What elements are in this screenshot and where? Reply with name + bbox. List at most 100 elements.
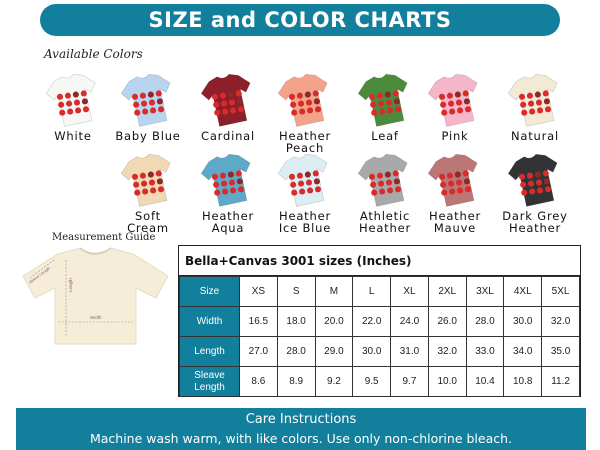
available-colors-label: Available Colors (44, 47, 143, 61)
color-label: Soft Cream (127, 209, 169, 235)
tshirt-icon (119, 70, 177, 128)
size-cell: S (276, 276, 316, 307)
color-swatch: Heather Peach (270, 70, 340, 154)
table-cell: 10.8 (503, 366, 543, 397)
table-cell: 32.0 (427, 336, 467, 367)
color-swatch: Cardinal (193, 70, 263, 142)
tshirt-icon (356, 150, 414, 208)
table-cell: 8.9 (276, 366, 316, 397)
size-cell: L (352, 276, 392, 307)
row-label: Width (179, 306, 240, 337)
size-grid: Size XS S M L XL 2XL 3XL 4XL 5XL Width 16.5 18.0 20.0… (179, 276, 580, 397)
page-title: SIZE and COLOR CHARTS (40, 4, 560, 36)
care-instructions: Care Instructions Machine wash warm, wit… (16, 408, 586, 450)
table-row: Length 27.0 28.0 29.0 30.0 31.0 32.0 33.0 34.0 35… (179, 336, 580, 367)
table-cell: 8.6 (239, 366, 278, 397)
color-swatch: Pink (420, 70, 490, 142)
table-cell: 9.7 (390, 366, 429, 397)
table-cell: 24.0 (390, 306, 429, 337)
table-cell: 9.2 (314, 366, 354, 397)
table-cell: 22.0 (352, 306, 392, 337)
color-label: Heather Peach (279, 129, 331, 155)
table-cell: 33.0 (465, 336, 505, 367)
table-row: Sleave Length 8.6 8.9 9.2 9.5 9.7 10.0 10.4 10.8… (179, 366, 580, 397)
color-swatch: Natural (500, 70, 570, 142)
size-cell: M (314, 276, 354, 307)
table-cell: 29.0 (314, 336, 354, 367)
color-swatch: Heather Mauve (420, 150, 490, 234)
color-label: Heather Aqua (202, 209, 254, 235)
strawberry-print-icon (288, 90, 322, 116)
strawberry-print-icon (56, 90, 90, 116)
table-cell: 27.0 (239, 336, 278, 367)
table-cell: 28.0 (276, 336, 316, 367)
tshirt-icon (199, 150, 257, 208)
color-swatch: Leaf (350, 70, 420, 142)
table-cell: 35.0 (541, 336, 580, 367)
strawberry-print-icon (131, 90, 165, 116)
tshirt-icon (426, 150, 484, 208)
strawberry-print-icon (438, 90, 472, 116)
width-label: Width (90, 315, 102, 320)
table-cell: 16.5 (239, 306, 278, 337)
color-swatch: Baby Blue (113, 70, 183, 142)
length-label: Length (68, 278, 73, 292)
table-cell: 31.0 (390, 336, 429, 367)
row-label: Length (179, 336, 240, 367)
table-cell: 10.0 (427, 366, 467, 397)
size-cell: XL (390, 276, 429, 307)
table-row: Width 16.5 18.0 20.0 22.0 24.0 26.0 28.0 30.0 32.… (179, 306, 580, 337)
color-label: Natural (510, 129, 560, 143)
strawberry-print-icon (368, 170, 402, 196)
table-cell: 30.0 (503, 306, 543, 337)
table-cell: 30.0 (352, 336, 392, 367)
strawberry-print-icon (211, 170, 245, 196)
size-cell: 4XL (503, 276, 543, 307)
tshirt-icon (44, 70, 102, 128)
color-label: Heather Mauve (429, 209, 481, 235)
size-table: Bella+Canvas 3001 sizes (Inches) Size XS S… (178, 245, 581, 397)
size-table-title: Bella+Canvas 3001 sizes (Inches) (179, 246, 580, 276)
color-swatch: Heather Ice Blue (270, 150, 340, 234)
measurement-shirt-illustration: Length Width Sleeve Length (22, 247, 169, 345)
color-swatch: White (38, 70, 108, 142)
tshirt-icon (506, 150, 564, 208)
size-cell: 3XL (465, 276, 505, 307)
color-label: Dark Grey Heather (502, 209, 568, 235)
tshirt-icon (426, 70, 484, 128)
care-text: Machine wash warm, with like colors. Use… (89, 431, 513, 446)
color-swatch: Heather Aqua (193, 150, 263, 234)
row-label: Sleave Length (179, 366, 240, 397)
color-label: Leaf (371, 129, 399, 143)
color-label: Baby Blue (115, 129, 181, 143)
table-cell: 18.0 (276, 306, 316, 337)
strawberry-print-icon (518, 170, 552, 196)
table-cell: 26.0 (427, 306, 467, 337)
table-cell: 32.0 (541, 306, 580, 337)
size-header-row: Size XS S M L XL 2XL 3XL 4XL 5XL (179, 276, 580, 307)
strawberry-print-icon (288, 170, 322, 196)
color-label: Athletic Heather (359, 209, 411, 235)
measurement-guide-title: Measurement Guide (52, 232, 156, 243)
color-label: Cardinal (200, 129, 256, 143)
table-cell: 20.0 (314, 306, 354, 337)
size-cell: 5XL (541, 276, 580, 307)
care-title: Care Instructions (245, 412, 357, 427)
tshirt-icon (199, 70, 257, 128)
color-swatch: Athletic Heather (350, 150, 420, 234)
strawberry-print-icon (211, 90, 245, 116)
color-label: White (54, 129, 92, 143)
size-header-cell: Size (179, 276, 240, 307)
tshirt-icon (119, 150, 177, 208)
size-cell: XS (239, 276, 278, 307)
table-cell: 28.0 (465, 306, 505, 337)
size-cell: 2XL (427, 276, 467, 307)
color-swatch: Dark Grey Heather (500, 150, 570, 234)
table-cell: 10.4 (465, 366, 505, 397)
strawberry-print-icon (518, 90, 552, 116)
color-label: Heather Ice Blue (278, 209, 332, 235)
tshirt-icon (276, 70, 334, 128)
color-swatch: Soft Cream (113, 150, 183, 234)
tshirt-icon (356, 70, 414, 128)
strawberry-print-icon (368, 90, 402, 116)
